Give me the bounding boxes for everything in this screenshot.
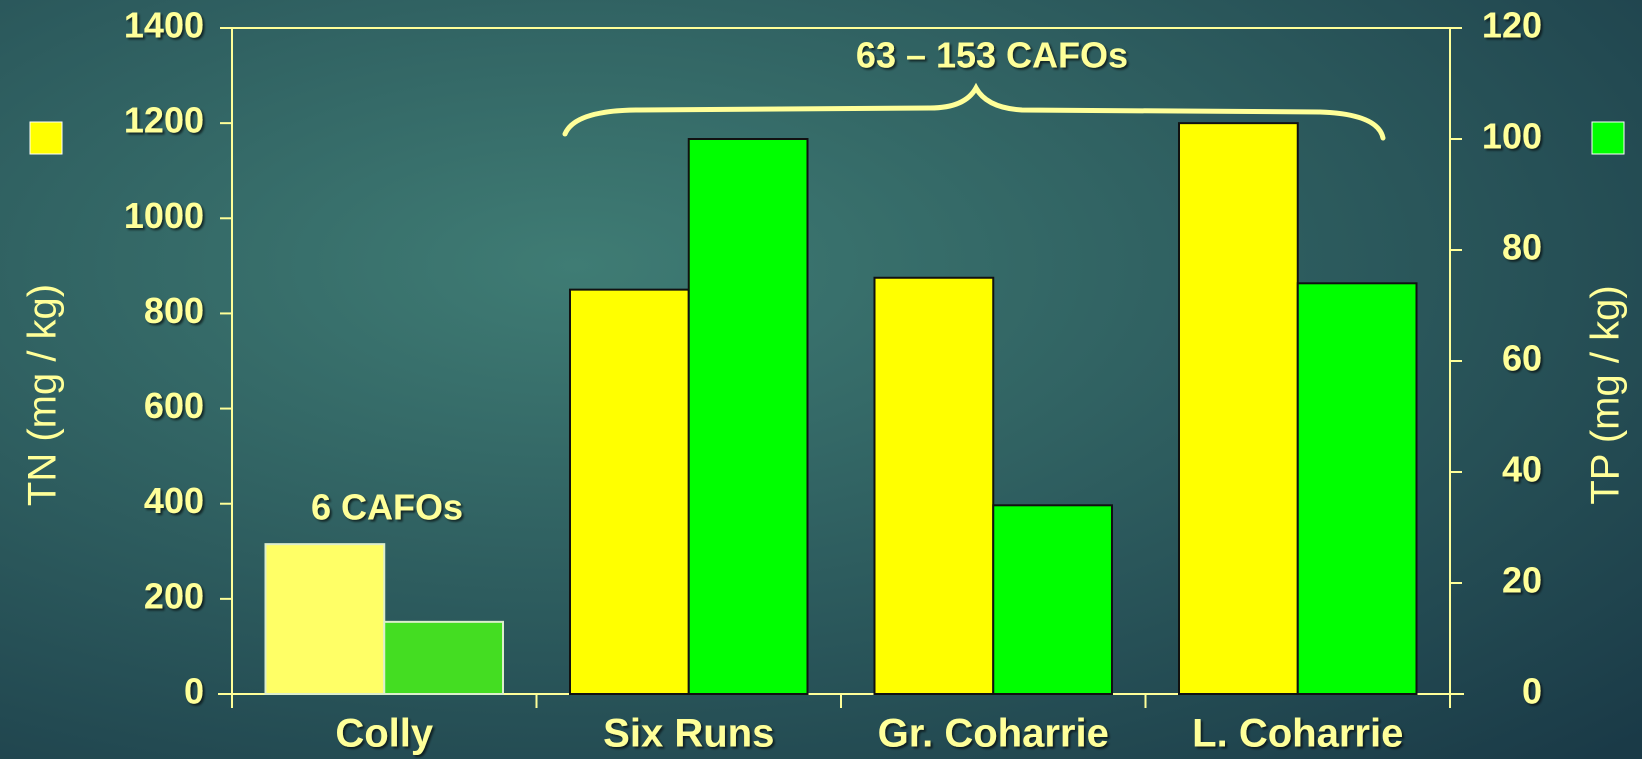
bar [687,138,809,695]
bar [568,288,690,695]
y-tick-label: 400 [144,480,204,521]
brace [562,82,1386,141]
legend-swatch [29,121,63,155]
y-axis-title: TN (mg / kg) [21,284,65,506]
y-tick-label: 0 [184,671,204,712]
y2-tick-label: 20 [1502,560,1542,601]
x-tick-label: Gr. Coharrie [878,712,1109,756]
bar [383,620,505,695]
y-tick-label: 200 [144,575,204,616]
bar [873,276,995,695]
bar [992,504,1114,695]
y2-tick-label: 60 [1502,338,1542,379]
bar [1177,122,1299,695]
y2-tick-label: 120 [1482,5,1542,46]
y-tick-label: 800 [144,290,204,331]
y-tick-label: 600 [144,385,204,426]
x-tick-label: L. Coharrie [1192,712,1403,756]
annotation: 63 – 153 CAFOs [856,35,1128,76]
y-tick-label: 1400 [124,5,204,46]
annotation: 6 CAFOs [311,487,463,528]
y2-axis-title: TP (mg / kg) [1584,285,1628,504]
y-tick-label: 1000 [124,195,204,236]
y2-tick-label: 100 [1482,116,1542,157]
x-tick-label: Six Runs [603,712,774,756]
bar [1296,282,1418,695]
y2-tick-label: 0 [1522,671,1542,712]
y2-tick-label: 40 [1502,449,1542,490]
x-tick-label: Colly [335,712,434,756]
legend-swatch [1591,121,1625,155]
bar [264,543,386,696]
y2-tick-label: 80 [1502,227,1542,268]
y-tick-label: 1200 [124,100,204,141]
